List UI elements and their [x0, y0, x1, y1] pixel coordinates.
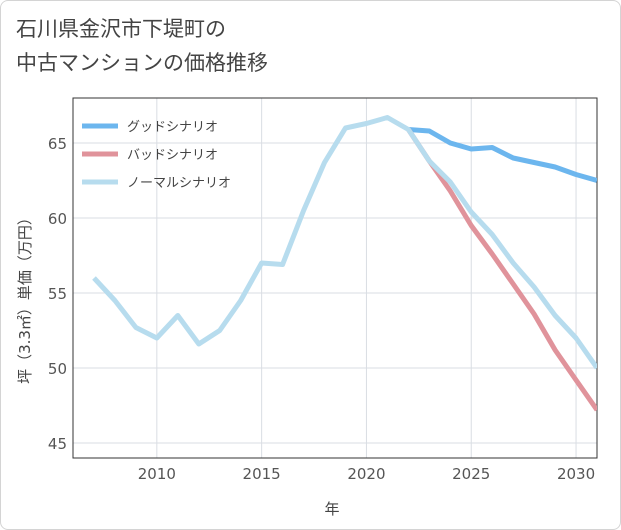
- y-tick-label: 45: [48, 435, 67, 453]
- chart-title-line-1: 石川県金沢市下堤町の: [16, 17, 226, 41]
- legend-label-normal: ノーマルシナリオ: [127, 176, 231, 191]
- y-axis-label: 坪（3.3㎡）単価（万円）: [16, 210, 34, 384]
- y-tick-label: 50: [48, 360, 67, 378]
- y-tick-label: 60: [48, 210, 67, 228]
- chart-title: 石川県金沢市下堤町の 中古マンションの価格推移: [16, 12, 268, 80]
- series-line-bad: [406, 128, 597, 412]
- plot-area-border: [72, 97, 598, 459]
- grid: [73, 98, 597, 458]
- legend-label-bad: バッドシナリオ: [127, 148, 218, 163]
- legend-label-good: グッドシナリオ: [127, 120, 218, 135]
- x-tick-label: 2025: [452, 465, 490, 483]
- series-line-good: [408, 127, 597, 183]
- x-tick-label: 2010: [138, 465, 176, 483]
- series-lines: [92, 115, 597, 412]
- x-axis-label: 年: [324, 500, 339, 518]
- chart-title-line-2: 中古マンションの価格推移: [16, 51, 268, 75]
- x-tick-label: 2030: [557, 465, 595, 483]
- y-tick-label: 65: [48, 135, 67, 153]
- x-tick-label: 2015: [243, 465, 281, 483]
- x-tick-label: 2020: [347, 465, 385, 483]
- series-line-normal: [92, 115, 597, 370]
- axis-ticks: 2010 2015 2020 2025 2030 45 50 55 60 65: [48, 135, 595, 483]
- y-tick-label: 55: [48, 285, 67, 303]
